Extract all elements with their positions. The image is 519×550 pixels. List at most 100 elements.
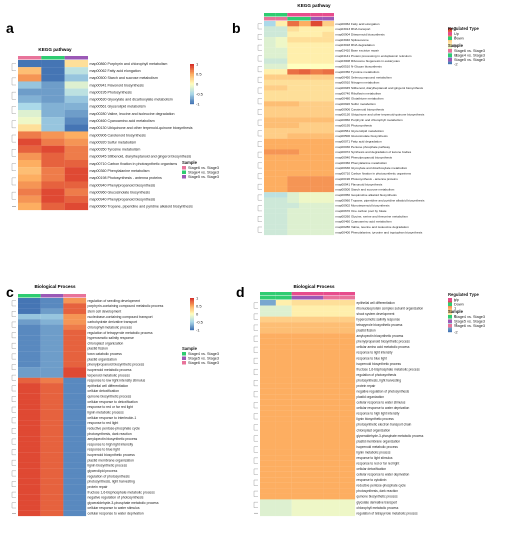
heatmap-cell <box>63 303 87 309</box>
heatmap-cell <box>307 438 324 445</box>
heatmap-cell <box>299 154 311 161</box>
colorbar-swatch <box>448 308 452 310</box>
heatmap-cell <box>264 26 276 32</box>
colorbar-swatch <box>190 318 194 320</box>
colorbar-swatch <box>190 315 194 317</box>
heatmap-cell <box>63 414 87 421</box>
heatmap-cell <box>287 165 300 171</box>
heatmap-cell <box>18 351 41 357</box>
heatmap-cell <box>287 117 300 123</box>
row-label: map00940 Phenylpropanoid biosynthesis <box>90 198 156 202</box>
row-label: glyceraldehyde-3-phosphate metabolic pro… <box>357 434 424 438</box>
heatmap-cell <box>264 31 276 38</box>
heatmap-cell <box>275 208 288 214</box>
sample-legend-swatch <box>182 361 186 365</box>
row-label: quinone biosynthetic process <box>88 395 132 399</box>
heatmap-cell <box>260 499 276 506</box>
heatmap-cell <box>310 85 323 91</box>
sample-legend-title: Sample <box>182 346 198 351</box>
heatmap-cell <box>18 167 42 175</box>
column-annotation <box>287 17 299 21</box>
heatmap-cell <box>322 144 335 150</box>
row-label: map00945 Stilbenoid, diarylheptanoid and… <box>336 86 424 90</box>
heatmap-cell <box>63 298 87 304</box>
heatmap-cell <box>291 488 308 494</box>
dendrogram-branch <box>11 163 16 171</box>
heatmap-cell <box>63 377 87 384</box>
column-annotation <box>323 296 340 300</box>
heatmap-cell <box>310 133 323 139</box>
heatmap-cell <box>18 505 41 511</box>
row-label: town catabolic process <box>88 352 123 356</box>
dendrogram-branch <box>11 77 16 86</box>
heatmap-cell <box>322 202 335 209</box>
heatmap-cell <box>264 138 276 145</box>
heatmap-cell <box>275 117 288 123</box>
heatmap-cell <box>275 192 288 198</box>
heatmap-cell <box>63 319 87 325</box>
heatmap-cell <box>339 333 356 339</box>
type-annotation <box>299 13 311 17</box>
row-label: map00860 Porphyrin and chlorophyll metab… <box>336 118 403 122</box>
heatmap-cell <box>260 322 276 328</box>
heatmap-cell <box>264 218 276 225</box>
dendrogram-branch <box>253 335 258 342</box>
heatmap-cell <box>40 372 64 378</box>
type-annotation <box>323 292 340 296</box>
row-label: map00960 Tropane, piperidine and pyridin… <box>336 198 425 202</box>
heatmap-cell <box>18 436 41 442</box>
row-label: map00920 Sulfur metabolism <box>90 140 137 144</box>
heatmap-cell <box>264 58 276 64</box>
heatmap-cell <box>339 394 356 400</box>
row-label: fructose 1,6-bisphosphate metabolic proc… <box>357 367 421 371</box>
heatmap-cell <box>323 444 340 450</box>
heatmap-cell <box>41 81 65 89</box>
heatmap-cell <box>18 462 41 469</box>
heatmap-cell <box>275 79 288 86</box>
colorbar-swatch <box>448 28 452 30</box>
heatmap-cell <box>275 432 292 439</box>
heatmap-cell <box>322 133 335 139</box>
dendrogram-branch <box>257 23 262 30</box>
dendrogram-branch <box>11 502 16 509</box>
row-label: isoprenoid biosynthetic process <box>357 362 402 366</box>
row-label: map00280 Valine, leucine and isoleucine … <box>336 225 409 229</box>
row-label: map00710 Carbon fixation in photosynthet… <box>336 172 412 176</box>
heatmap-cell <box>299 213 311 220</box>
heatmap-cell <box>40 404 64 410</box>
heatmap-cell <box>18 367 41 373</box>
colorbar-swatch <box>190 72 194 74</box>
row-label: phenylpropanoid biosynthetic process <box>88 363 145 367</box>
sample-legend-swatch <box>448 49 452 53</box>
heatmap-cell <box>41 102 65 111</box>
heatmap-cell <box>63 393 87 400</box>
heatmap-cell <box>18 473 41 479</box>
dendrogram-branch <box>11 481 16 487</box>
heatmap-cell <box>41 67 65 75</box>
heatmap-cell <box>275 202 288 209</box>
type-annotation <box>275 292 292 296</box>
heatmap-cell <box>307 366 324 373</box>
heatmap-cell <box>64 74 89 82</box>
dendrogram-branch <box>253 457 258 464</box>
heatmap-cell <box>310 74 323 80</box>
row-label: map00400 Phenylalanine, tyrosine and try… <box>336 230 423 234</box>
dendrogram-branch <box>257 194 262 201</box>
heatmap-cell <box>275 224 288 230</box>
heatmap-cell <box>307 444 324 450</box>
heatmap-cell <box>275 106 288 113</box>
heatmap-cell <box>291 410 308 417</box>
heatmap-cell <box>307 355 324 362</box>
heatmap-cell <box>63 329 87 336</box>
heatmap-cell <box>339 399 356 406</box>
heatmap-cell <box>264 197 276 203</box>
colorbar-tick: -2 <box>454 62 458 67</box>
row-label: porphyrin-containing compound metabolic … <box>88 304 164 308</box>
panel-d-title: Biological Process <box>293 284 335 289</box>
heatmap-cell <box>307 394 324 400</box>
heatmap-cell <box>264 106 276 113</box>
heatmap-cell <box>275 477 292 483</box>
heatmap-cell <box>260 493 276 500</box>
heatmap-cell <box>18 313 41 320</box>
dendrogram-branch <box>257 162 262 169</box>
